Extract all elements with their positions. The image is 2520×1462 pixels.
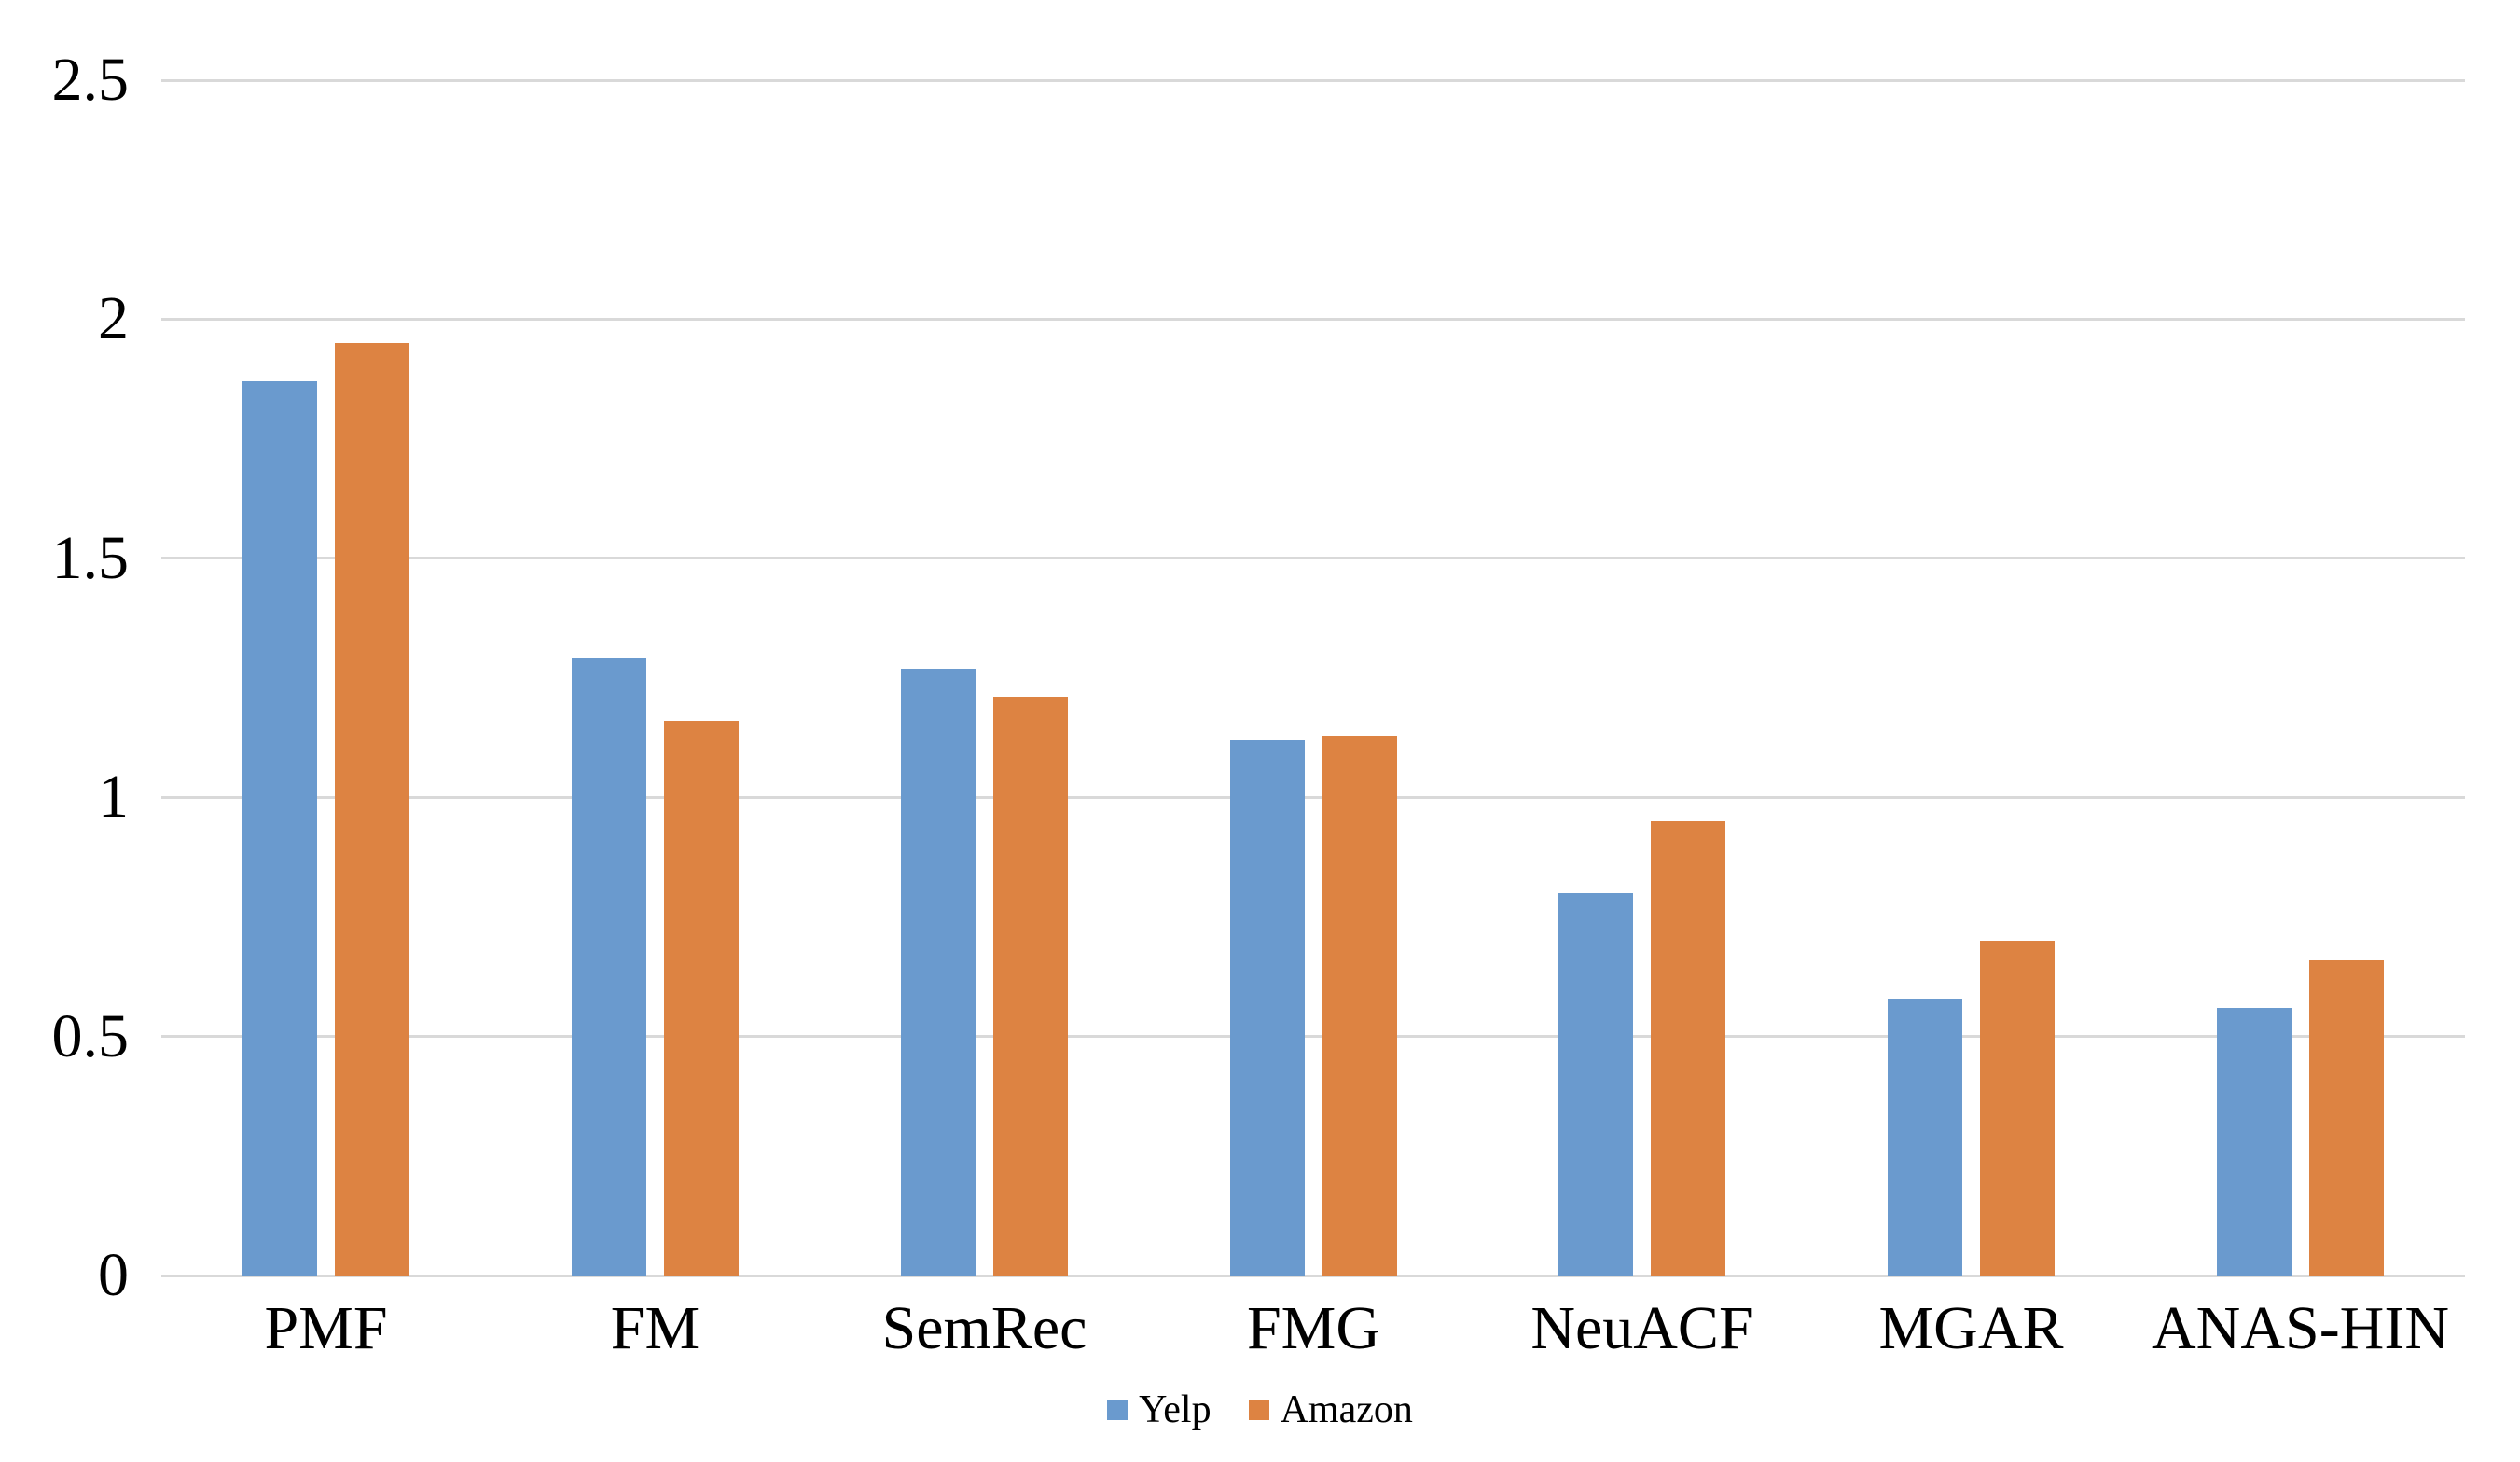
y-tick-label-1-5: 1.5 bbox=[51, 524, 130, 592]
bar-amazon-mgar bbox=[1980, 941, 2055, 1276]
gridline-1 bbox=[161, 796, 2465, 799]
legend-item-yelp: Yelp bbox=[1107, 1388, 1212, 1431]
gridline-1-5 bbox=[161, 557, 2465, 559]
x-category-label-neuacf: NeuACF bbox=[1530, 1294, 1753, 1362]
bar-yelp-neuacf bbox=[1558, 893, 1633, 1276]
y-tick-label-1: 1 bbox=[98, 763, 129, 831]
gridline-0 bbox=[161, 1275, 2465, 1277]
bar-amazon-fmg bbox=[1322, 736, 1397, 1276]
bar-yelp-fmg bbox=[1230, 740, 1305, 1276]
bar-yelp-mgar bbox=[1888, 999, 1962, 1276]
bar-amazon-neuacf bbox=[1651, 821, 1725, 1276]
x-category-label-anas-hin: ANAS-HIN bbox=[2152, 1294, 2449, 1362]
bar-yelp-pmf bbox=[242, 381, 317, 1276]
legend-swatch-amazon bbox=[1248, 1400, 1269, 1420]
bar-amazon-anas-hin bbox=[2309, 960, 2384, 1276]
legend-label-amazon: Amazon bbox=[1280, 1388, 1413, 1431]
legend: Yelp Amazon bbox=[0, 1388, 2520, 1431]
bar-yelp-anas-hin bbox=[2217, 1008, 2292, 1276]
gridline-0-5 bbox=[161, 1035, 2465, 1038]
plot-area bbox=[161, 79, 2465, 1277]
x-category-label-mgar: MGAR bbox=[1878, 1294, 2064, 1362]
x-category-label-fmg: FMG bbox=[1246, 1294, 1381, 1362]
bar-yelp-semrec bbox=[901, 669, 976, 1276]
y-tick-label-2: 2 bbox=[98, 284, 129, 352]
legend-label-yelp: Yelp bbox=[1139, 1388, 1212, 1431]
gridline-2-5 bbox=[161, 79, 2465, 82]
bar-yelp-fm bbox=[572, 658, 646, 1276]
bar-amazon-fm bbox=[664, 721, 739, 1276]
bar-amazon-pmf bbox=[335, 343, 409, 1276]
legend-swatch-yelp bbox=[1107, 1400, 1128, 1420]
y-tick-label-0-5: 0.5 bbox=[51, 1002, 130, 1070]
x-category-label-fm: FM bbox=[610, 1294, 700, 1362]
x-category-label-semrec: SemRec bbox=[881, 1294, 1087, 1362]
y-tick-label-2-5: 2.5 bbox=[51, 46, 130, 114]
gridline-2 bbox=[161, 318, 2465, 321]
y-tick-label-0: 0 bbox=[98, 1241, 129, 1309]
x-category-label-pmf: PMF bbox=[264, 1294, 388, 1362]
bar-amazon-semrec bbox=[993, 697, 1068, 1276]
legend-item-amazon: Amazon bbox=[1248, 1388, 1413, 1431]
